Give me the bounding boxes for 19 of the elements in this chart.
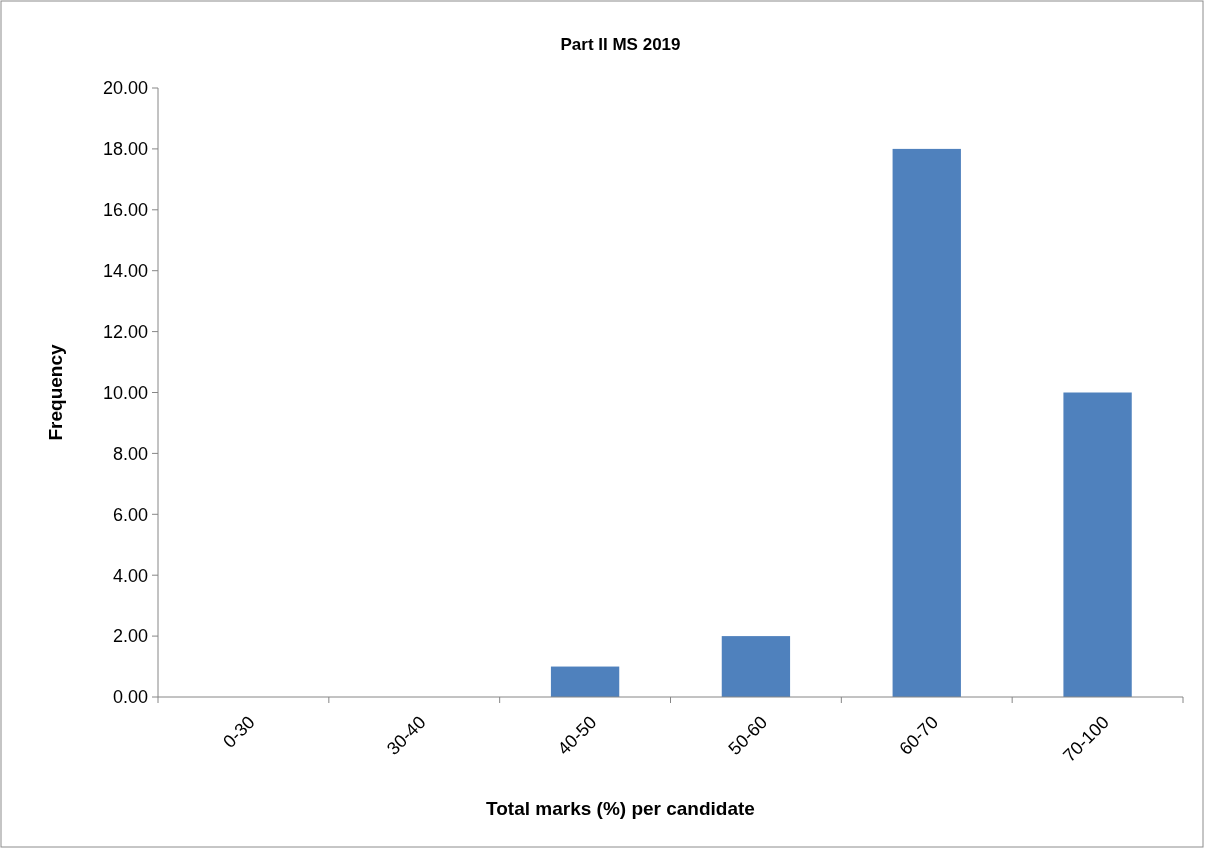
x-axis-title: Total marks (%) per candidate (486, 798, 755, 819)
y-tick-label: 6.00 (112, 504, 148, 525)
y-tick-label: 14.00 (102, 261, 148, 281)
y-tick-label: 2.00 (112, 626, 148, 647)
y-tick-label: 10.00 (102, 382, 148, 403)
bar (1063, 392, 1132, 697)
y-tick-label: 16.00 (102, 200, 148, 221)
chart-title: Part II MS 2019 (560, 35, 681, 54)
y-tick-label: 4.00 (112, 565, 148, 586)
y-axis-title: Frequency (45, 344, 66, 441)
y-tick-label: 12.00 (102, 321, 148, 342)
y-tick-label: 18.00 (102, 139, 148, 160)
bar (721, 636, 791, 697)
y-tick-label: 20.00 (102, 78, 148, 99)
y-tick-label: 8.00 (112, 443, 148, 464)
bar (892, 148, 961, 697)
x-tick-label: 0-30 (219, 712, 259, 752)
bar (550, 666, 620, 697)
y-tick-label: 0.00 (112, 687, 148, 708)
